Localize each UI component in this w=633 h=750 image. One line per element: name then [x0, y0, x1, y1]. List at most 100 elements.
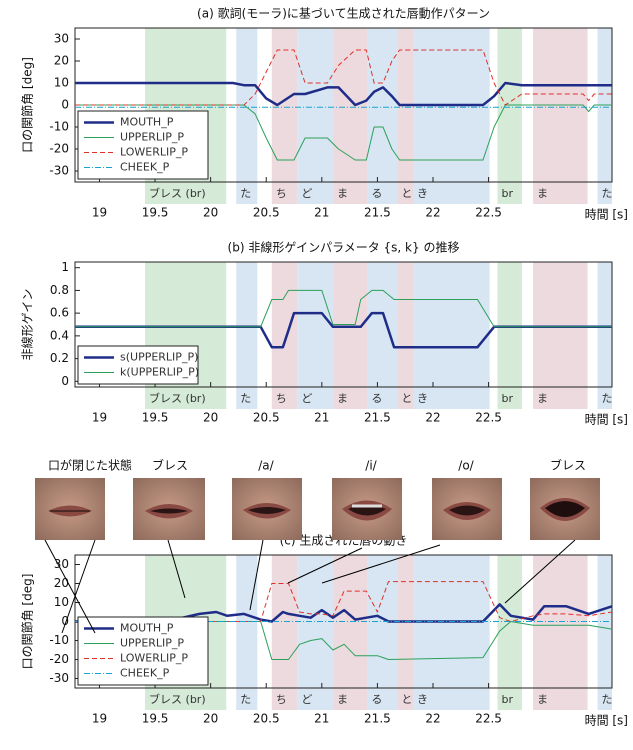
- legend-label: CHEEK_P: [120, 161, 170, 174]
- y-axis-label: 口の関節角 [deg]: [20, 574, 35, 670]
- y-tick-label: 10: [54, 76, 69, 90]
- segment-label: る: [371, 392, 382, 405]
- image-label: /i/: [365, 459, 377, 473]
- x-axis-label: 時間 [s]: [585, 208, 628, 222]
- segment-label: た: [240, 187, 251, 200]
- segment-label: た: [602, 693, 613, 706]
- legend-label: UPPERLIP_P: [120, 637, 184, 650]
- chart: (b) 非線形ゲインパラメータ {s, k} の推移ブレス (br)たちどまると…: [20, 240, 629, 427]
- x-tick-label: 22.5: [475, 206, 502, 220]
- x-tick-label: 22.5: [475, 712, 502, 726]
- segment-label: と: [401, 693, 412, 706]
- segment-label: ま: [537, 187, 548, 200]
- segment-label: ち: [276, 392, 287, 405]
- x-tick-label: 21: [314, 712, 329, 726]
- segment-band: [413, 555, 490, 710]
- segment-label: ど: [301, 187, 312, 200]
- segment-band: [236, 28, 257, 204]
- connector: [45, 540, 95, 633]
- segment-band: [236, 555, 257, 710]
- y-tick-label: -30: [49, 164, 69, 178]
- image-label: /a/: [258, 459, 274, 473]
- x-tick-label: 20: [203, 206, 218, 220]
- segment-band: [413, 28, 490, 204]
- segment-band: [497, 555, 521, 710]
- segment-label: ま: [337, 693, 348, 706]
- segment-label: ま: [537, 693, 548, 706]
- segment-band: [497, 28, 521, 204]
- segment-band: [297, 28, 333, 204]
- y-tick-label: 0.6: [50, 306, 69, 320]
- y-tick-label: 30: [54, 557, 69, 571]
- x-tick-label: 19.5: [142, 411, 169, 425]
- legend: s(UPPERLIP_P)k(UPPERLIP_P): [78, 346, 199, 384]
- x-tick-label: 20.5: [253, 206, 280, 220]
- y-tick-label: 1: [61, 260, 69, 274]
- y-tick-label: 0.4: [50, 328, 69, 342]
- segment-label: ち: [276, 693, 287, 706]
- chart-title: (a) 歌詞(モーラ)に基づいて生成された唇動作パターン: [197, 6, 490, 21]
- segment-band: [297, 555, 333, 710]
- x-tick-label: 22.5: [475, 411, 502, 425]
- segment-label: br: [501, 693, 513, 706]
- x-tick-label: 20.5: [253, 411, 280, 425]
- legend-label: LOWERLIP_P: [120, 146, 188, 159]
- segment-label: ブレス (br): [149, 391, 206, 405]
- y-tick-label: 0.2: [50, 351, 69, 365]
- y-tick-label: -10: [49, 120, 69, 134]
- segment-label: た: [602, 187, 613, 200]
- segment-label: き: [417, 187, 428, 200]
- x-tick-label: 21: [314, 411, 329, 425]
- y-tick-label: 0: [61, 374, 69, 388]
- image-label: 口が閉じた状態: [48, 458, 132, 473]
- legend-label: LOWERLIP_P: [120, 652, 188, 665]
- segment-band: [598, 555, 612, 710]
- y-tick-label: 30: [54, 32, 69, 46]
- segment-band: [533, 555, 587, 710]
- segment-band: [598, 28, 612, 204]
- x-tick-label: 19: [92, 712, 107, 726]
- x-axis-label: 時間 [s]: [585, 714, 628, 728]
- segment-band: [367, 555, 397, 710]
- segment-label: た: [240, 392, 251, 405]
- segment-band: [397, 555, 413, 710]
- chart-title: (b) 非線形ゲインパラメータ {s, k} の推移: [228, 240, 460, 255]
- legend-label: CHEEK_P: [120, 667, 170, 680]
- segment-label: ブレス (br): [149, 692, 206, 706]
- segment-label: ブレス (br): [149, 186, 206, 200]
- segment-label: br: [501, 187, 513, 200]
- x-tick-label: 21.5: [364, 206, 391, 220]
- segment-label: た: [240, 693, 251, 706]
- x-axis-label: 時間 [s]: [585, 413, 628, 427]
- y-tick-label: -30: [49, 671, 69, 685]
- x-tick-label: 19: [92, 206, 107, 220]
- image-label: ブレス: [152, 458, 188, 473]
- segment-band: [272, 555, 298, 710]
- y-tick-label: -20: [49, 142, 69, 156]
- y-axis-label: 口の関節角 [deg]: [20, 57, 35, 153]
- x-tick-label: 22: [425, 712, 440, 726]
- y-tick-label: 0.8: [50, 283, 69, 297]
- lip-images: [35, 478, 600, 540]
- y-axis-label: 非線形ゲイン: [20, 289, 35, 361]
- x-tick-label: 20: [203, 712, 218, 726]
- lip-image: [332, 478, 402, 540]
- segment-label: る: [371, 693, 382, 706]
- image-label: /o/: [458, 459, 474, 473]
- segment-label: る: [371, 187, 382, 200]
- segment-band: [397, 28, 413, 204]
- x-tick-label: 20.5: [253, 712, 280, 726]
- segment-label: ま: [537, 392, 548, 405]
- x-tick-label: 22: [425, 206, 440, 220]
- lip-image: [232, 478, 302, 540]
- figure: (a) 歌詞(モーラ)に基づいて生成された唇動作パターンブレス (br)たちどま…: [0, 0, 633, 750]
- y-tick-label: 20: [54, 54, 69, 68]
- lip-image: [530, 478, 600, 540]
- legend-label: MOUTH_P: [120, 116, 174, 129]
- x-tick-label: 19.5: [142, 206, 169, 220]
- x-tick-label: 21: [314, 206, 329, 220]
- y-tick-label: 10: [54, 595, 69, 609]
- y-tick-label: 0: [61, 98, 69, 112]
